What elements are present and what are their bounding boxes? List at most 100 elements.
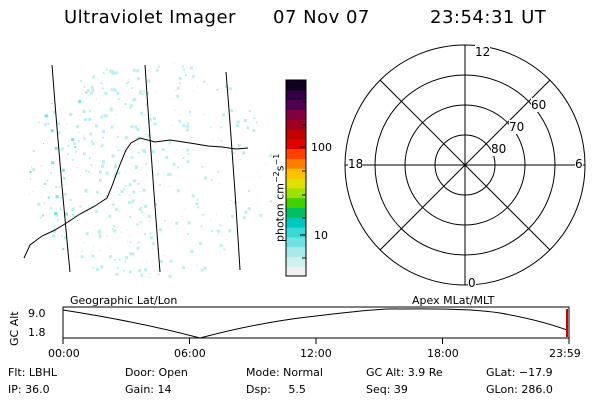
emission-dot xyxy=(87,89,90,92)
emission-dot xyxy=(143,199,144,201)
emission-dot xyxy=(60,147,64,151)
emission-dot xyxy=(97,230,101,234)
emission-dot xyxy=(145,147,147,149)
emission-dot xyxy=(129,194,131,196)
emission-dot xyxy=(133,253,135,255)
emission-dot xyxy=(141,93,144,96)
emission-dot xyxy=(137,143,139,145)
emission-dot xyxy=(197,86,199,88)
emission-dot xyxy=(44,202,46,204)
emission-dot xyxy=(190,250,194,253)
emission-dot xyxy=(100,237,102,239)
colorbar-swatch xyxy=(286,99,306,110)
emission-dot xyxy=(86,124,88,126)
emission-dot xyxy=(89,91,93,95)
emission-dot xyxy=(230,200,232,201)
emission-dot xyxy=(77,140,80,143)
emission-dot xyxy=(236,120,240,124)
emission-dot xyxy=(106,114,109,117)
emission-dot xyxy=(101,199,103,201)
emission-dot xyxy=(137,224,139,226)
emission-dot xyxy=(105,171,109,175)
emission-dot xyxy=(89,109,91,112)
emission-dot xyxy=(90,140,93,143)
emission-dot xyxy=(157,65,160,68)
emission-dot xyxy=(216,89,219,91)
emission-dot xyxy=(191,194,195,198)
emission-dot xyxy=(113,258,116,261)
emission-dot xyxy=(181,71,183,73)
emission-dot xyxy=(51,103,53,105)
emission-dot xyxy=(100,115,104,119)
colorbar-swatch xyxy=(286,227,306,238)
emission-dot xyxy=(199,242,203,246)
polar-diagonal-2 xyxy=(379,79,551,251)
emission-dot xyxy=(111,228,114,231)
emission-dot xyxy=(187,152,190,155)
emission-dot xyxy=(216,229,218,231)
emission-dot xyxy=(151,150,155,154)
emission-dot xyxy=(192,90,194,92)
emission-dot xyxy=(116,227,118,229)
emission-dot xyxy=(191,75,195,79)
emission-dot xyxy=(63,192,67,196)
emission-dot xyxy=(83,242,85,244)
emission-dot xyxy=(143,261,144,263)
time-tick-1800: 18:00 xyxy=(427,347,459,360)
emission-dot xyxy=(43,143,44,144)
emission-dot xyxy=(131,151,133,153)
emission-dot xyxy=(114,71,118,75)
emission-dot xyxy=(85,91,88,94)
emission-dot xyxy=(138,207,142,211)
emission-dot xyxy=(186,148,190,152)
emission-dot xyxy=(217,229,221,233)
emission-dot xyxy=(255,121,258,124)
emission-dot xyxy=(128,183,132,187)
emission-dot xyxy=(95,190,99,194)
lat-label-80: 80 xyxy=(491,142,507,156)
altitude-max-label: 9.0 xyxy=(28,307,46,320)
emission-dot xyxy=(49,212,51,214)
emission-dot xyxy=(95,165,97,167)
time-tick-1200: 12:00 xyxy=(300,347,332,360)
emission-dot xyxy=(219,244,223,247)
emission-dot xyxy=(58,185,61,188)
emission-dot xyxy=(73,142,76,146)
emission-dot xyxy=(102,160,105,164)
emission-dot xyxy=(62,248,65,250)
emission-dot xyxy=(138,191,140,192)
emission-dot xyxy=(134,125,138,129)
emission-dot xyxy=(109,69,113,73)
emission-dot xyxy=(114,162,117,165)
emission-dot xyxy=(92,75,96,79)
emission-dot xyxy=(91,142,95,146)
emission-dot xyxy=(80,255,84,259)
colorbar-swatch xyxy=(286,246,306,257)
emission-dot xyxy=(95,209,98,213)
meridian-line-2 xyxy=(144,64,161,273)
emission-dot xyxy=(144,233,146,236)
emission-dot xyxy=(54,146,58,150)
emission-dot xyxy=(128,78,130,80)
mlt-label-18: 18 xyxy=(348,157,364,171)
emission-dot xyxy=(210,219,212,221)
emission-dot xyxy=(111,70,115,73)
colorbar-swatch xyxy=(286,158,306,169)
emission-dot xyxy=(159,228,163,232)
emission-dot xyxy=(124,184,127,187)
emission-dot xyxy=(85,190,88,193)
emission-dot xyxy=(32,168,36,172)
emission-dot xyxy=(100,145,103,148)
colorbar-swatch xyxy=(286,197,306,208)
time-tick-0600: 06:00 xyxy=(174,347,206,360)
emission-dot xyxy=(117,171,120,175)
emission-dot xyxy=(229,109,233,113)
emission-dot xyxy=(236,124,239,128)
emission-dot xyxy=(189,110,192,113)
emission-dot xyxy=(156,90,158,92)
emission-dot xyxy=(185,128,189,132)
emission-dot xyxy=(65,127,66,129)
emission-dot xyxy=(136,246,140,250)
